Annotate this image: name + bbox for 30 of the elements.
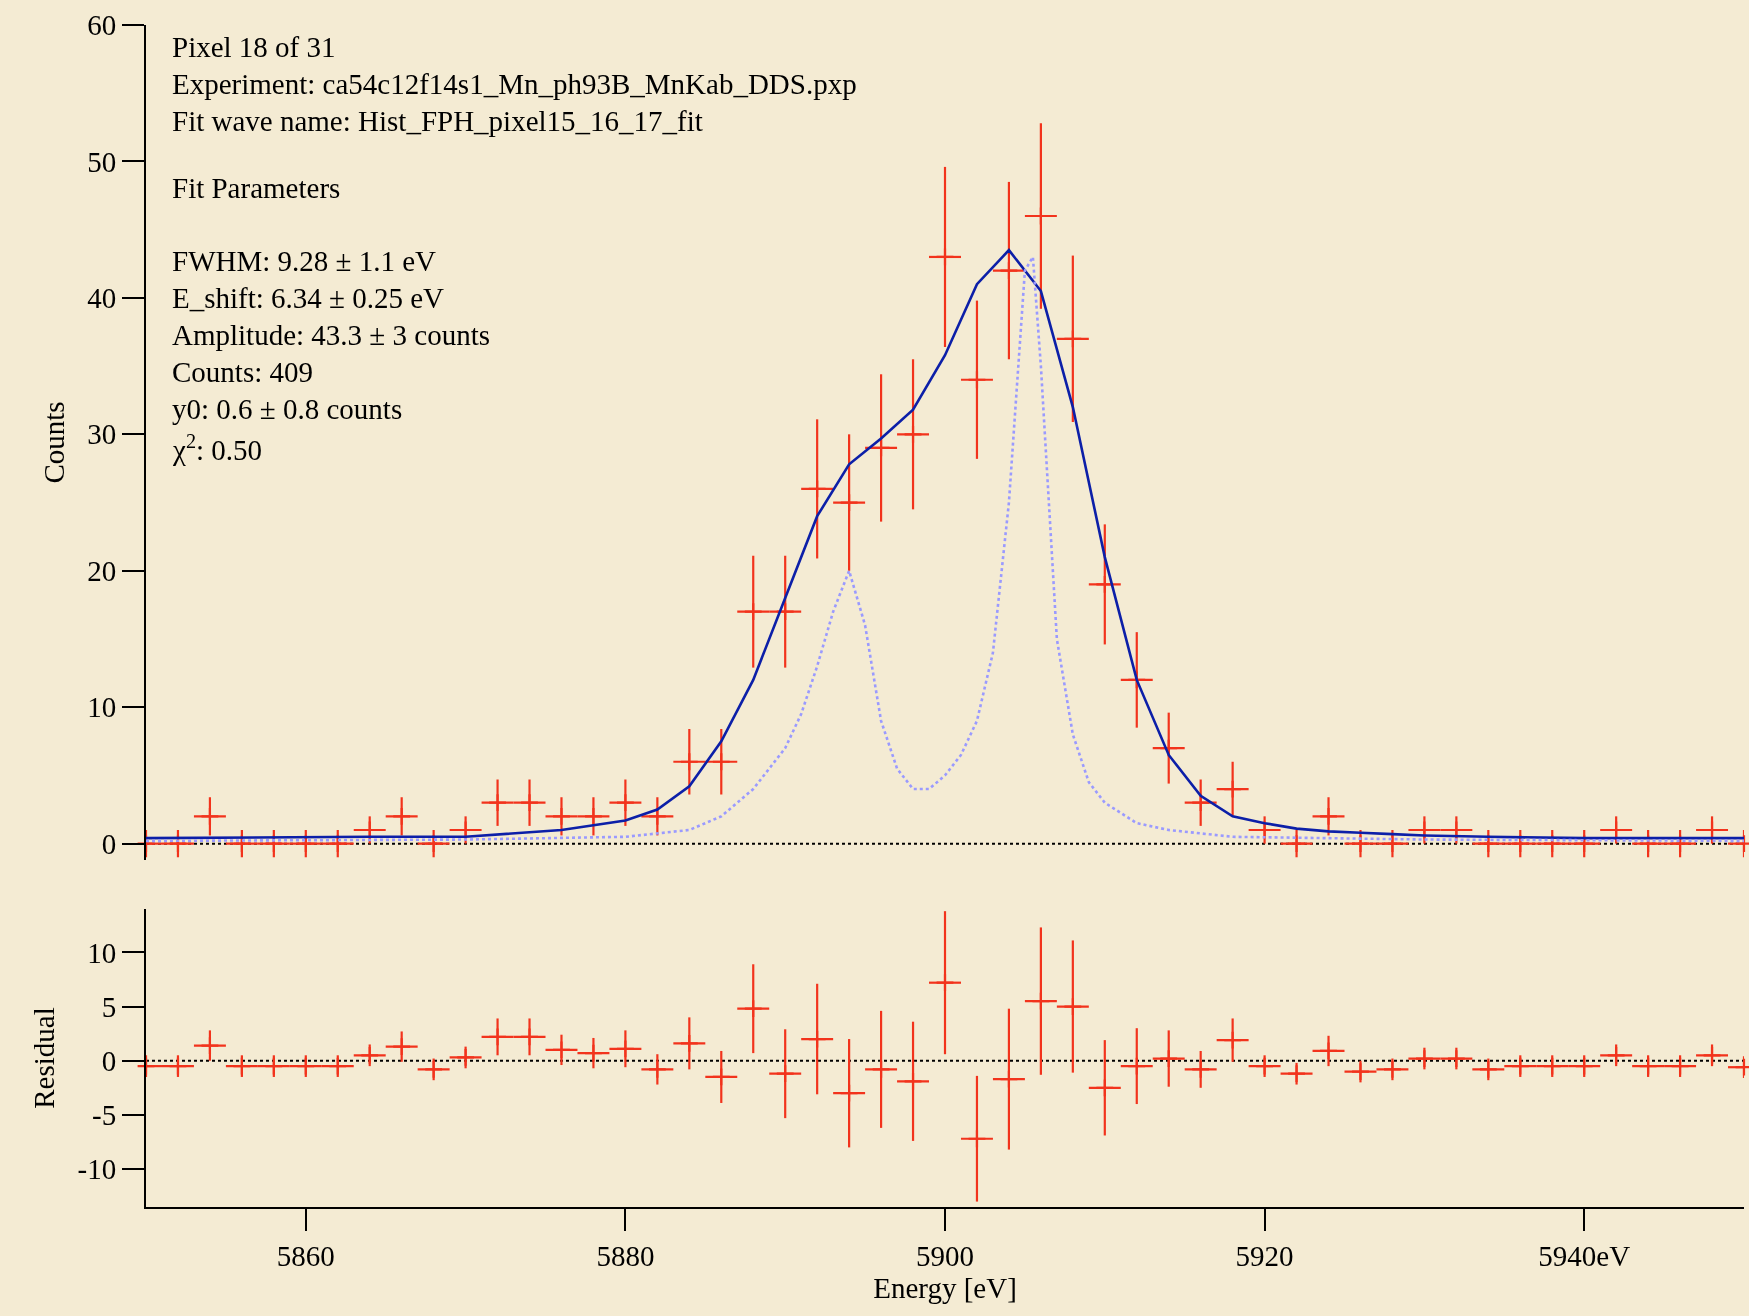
x-axis-title: Energy [eV] <box>873 1271 1017 1304</box>
annotation: Fit wave name: Hist_FPH_pixel15_16_17_fit <box>172 105 703 137</box>
y-tick-label: 60 <box>87 9 117 42</box>
y-tick-label: 10 <box>87 691 117 724</box>
y-tick-label: 20 <box>87 554 117 587</box>
annotation: Fit Parameters <box>172 172 341 204</box>
x-tick-label: 5900 <box>916 1239 974 1272</box>
annotation: FWHM: 9.28 ± 1.1 eV <box>172 245 437 277</box>
y-axis-title: Residual <box>28 1007 61 1109</box>
y-tick-label: 0 <box>101 1044 117 1077</box>
y-tick-label: 5 <box>101 990 117 1023</box>
x-tick-label: 5940eV <box>1538 1239 1631 1272</box>
annotation: Counts: 409 <box>172 356 313 388</box>
annotation: χ$^{2}$: 0.50 <box>172 430 263 467</box>
y-tick-label: 10 <box>87 936 117 969</box>
annotation: Amplitude: 43.3 ± 3 counts <box>172 319 490 351</box>
annotation: Pixel 18 of 31 <box>172 31 336 63</box>
x-tick-label: 5860 <box>276 1239 335 1272</box>
annotation: y0: 0.6 ± 0.8 counts <box>172 393 403 425</box>
annotation: Experiment: ca54c12f14s1_Mn_ph93B_MnKab_DDS.pxp <box>172 68 857 100</box>
x-tick-label: 5880 <box>596 1239 655 1272</box>
y-tick-label: 40 <box>87 282 117 315</box>
y-tick-label: 50 <box>87 145 117 178</box>
y-tick-label: 30 <box>87 418 117 451</box>
y-tick-label: -5 <box>92 1099 117 1132</box>
y-axis-title: Counts <box>38 401 71 484</box>
y-tick-label: 0 <box>101 827 117 860</box>
y-tick-label: -10 <box>77 1153 117 1186</box>
annotation: E_shift: 6.34 ± 0.25 eV <box>172 282 445 314</box>
x-tick-label: 5920 <box>1235 1239 1294 1272</box>
